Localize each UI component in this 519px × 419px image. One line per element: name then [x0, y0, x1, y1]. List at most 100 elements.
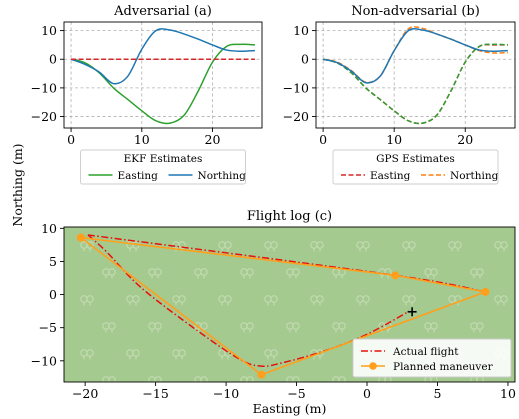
data-point [391, 271, 400, 280]
x-tick-label: 0 [67, 132, 75, 147]
axes-frame [63, 226, 516, 383]
y-tick-label: 10 [293, 23, 309, 38]
x-tick-label: 20 [457, 132, 473, 147]
legend: Actual flight Planned maneuver [352, 338, 512, 378]
x-tick-label: −15 [142, 386, 168, 401]
x-tick-label: 10 [386, 132, 402, 147]
legend: EKF Estimates Easting Northing [80, 149, 247, 185]
x-tick-label: 0 [363, 386, 371, 401]
y-tick-label: −5 [39, 320, 57, 335]
series-group [76, 233, 490, 379]
y-tick-label: −20 [31, 109, 57, 124]
tree-icon [148, 268, 162, 279]
x-tick-label: 20 [205, 132, 221, 147]
chart-a: 0 10 20 −20 −10 0 10 Adversarial (a) EKF Estimat… [31, 4, 263, 185]
tree-icon [126, 349, 140, 360]
y-tick-label: −10 [31, 80, 57, 95]
tree-icon [494, 241, 508, 252]
y-tick-label: −10 [283, 80, 309, 95]
tree-icon [470, 322, 484, 333]
tree-icon [194, 376, 208, 382]
y-tick-label: −20 [283, 109, 309, 124]
tree-icon [264, 295, 278, 306]
x-tick-label: 10 [500, 386, 516, 401]
tree-icon [172, 295, 186, 306]
legend-box [80, 149, 246, 185]
tree-icon [470, 268, 484, 279]
chart-c: −20 −15 −10 −5 0 5 10 −10 −5 0 5 10 Flight log (c) Ea… [31, 209, 516, 416]
series-line-northing [322, 26, 508, 84]
tree-icon [356, 241, 370, 252]
tree-icon [218, 241, 232, 252]
chart-title: Flight log (c) [247, 209, 332, 224]
y-tick-label: 0 [49, 287, 57, 302]
y-tick-label: 0 [301, 52, 309, 67]
tree-icon [356, 295, 370, 306]
x-tick-label: 0 [319, 132, 327, 147]
legend-label: Northing [450, 170, 499, 182]
legend-label: Northing [198, 170, 247, 182]
tree-icon [402, 295, 416, 306]
x-axis-label: Easting (m) [253, 401, 327, 416]
shared-ylabel: Northing (m) [10, 143, 25, 226]
axes-frame [63, 21, 263, 129]
tree-icon [264, 349, 278, 360]
tree-icon [332, 322, 346, 333]
series-group [70, 28, 255, 125]
series-line-aux-3 [322, 28, 508, 84]
x-tick-label: −10 [213, 386, 239, 401]
tree-icon [286, 268, 300, 279]
legend-label: Easting [118, 170, 159, 182]
y-tick-label: 10 [41, 23, 57, 38]
legend: GPS Estimates Easting Northing [332, 149, 499, 185]
x-tick-label: −20 [72, 386, 98, 401]
legend-label: Planned maneuver [393, 361, 494, 373]
tree-icon [194, 268, 208, 279]
data-point [481, 287, 490, 296]
tree-icon [80, 241, 94, 252]
y-tick-label: 10 [41, 221, 57, 236]
tree-icon [218, 295, 232, 306]
y-tick-label: 5 [49, 254, 57, 269]
y-tick-label: 0 [49, 52, 57, 67]
tree-icon [448, 241, 462, 252]
series-line-northing [70, 28, 255, 85]
tree-icon [126, 295, 140, 306]
tree-icon [424, 268, 438, 279]
tree-icon [494, 295, 508, 306]
series-line-easting [70, 43, 255, 125]
tree-icon [80, 295, 94, 306]
x-tick-label: 5 [434, 386, 442, 401]
legend-title: EKF Estimates [124, 153, 203, 165]
tree-icon [286, 322, 300, 333]
x-tick-label: 10 [134, 132, 150, 147]
series-line-aux-2 [322, 43, 508, 125]
tree-icon [194, 322, 208, 333]
tree-icon [264, 241, 278, 252]
series-line-easting [322, 43, 508, 125]
tree-icon [424, 322, 438, 333]
tree-icon [148, 322, 162, 333]
tree-icon [102, 376, 116, 382]
tree-icon [240, 376, 254, 382]
tree-icon [310, 295, 324, 306]
y-tick-label: −10 [31, 353, 57, 368]
tree-icon [172, 349, 186, 360]
legend-title: GPS Estimates [376, 153, 455, 165]
tree-icon [286, 376, 300, 382]
chart-b: 0 10 20 −20 −10 0 10 Non-adversarial (b) GPS Est… [283, 4, 516, 185]
tree-icon [240, 322, 254, 333]
legend-label: Actual flight [392, 346, 459, 358]
axes-frame [315, 21, 516, 129]
data-point [76, 233, 85, 242]
chart-title: Adversarial (a) [113, 4, 212, 19]
legend-marker [369, 362, 377, 370]
series-group [322, 26, 508, 125]
x-tick-label: −5 [287, 386, 305, 401]
tree-icon [402, 241, 416, 252]
tree-icon [102, 322, 116, 333]
chart-title: Non-adversarial (b) [351, 4, 480, 19]
tree-icon [240, 268, 254, 279]
plus-marker [407, 307, 417, 317]
